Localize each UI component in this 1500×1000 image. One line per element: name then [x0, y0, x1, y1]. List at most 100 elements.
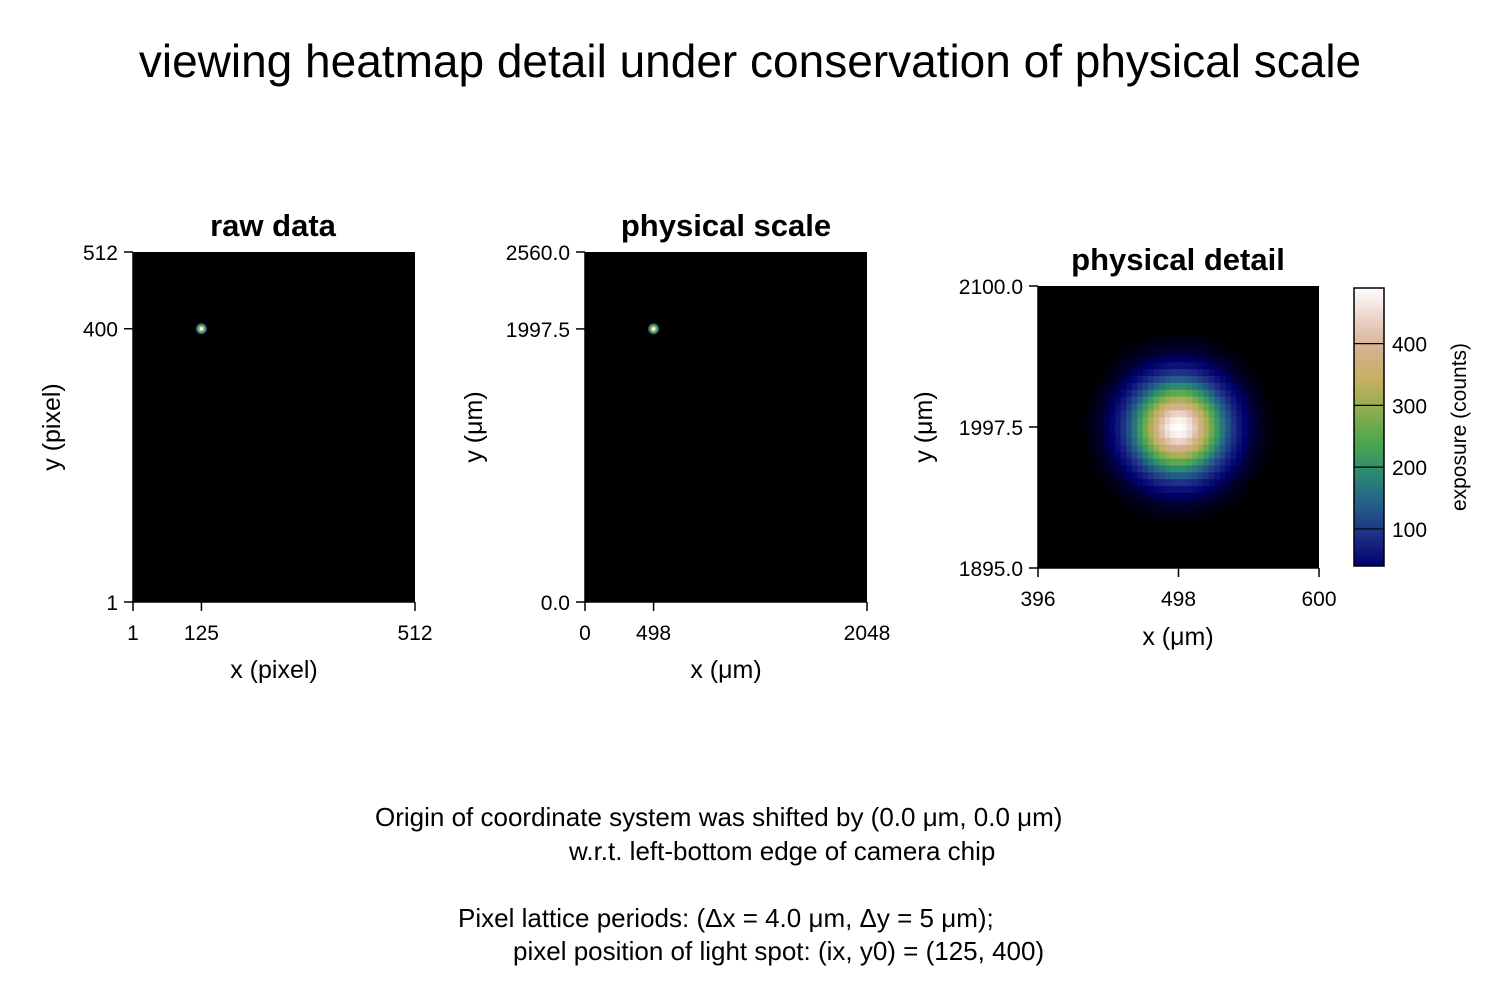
figure-title: viewing heatmap detail under conservatio…: [138, 35, 1362, 87]
heatmap-cell: [1093, 423, 1100, 432]
heatmap-cell: [1192, 409, 1199, 418]
heatmap-cell: [1197, 457, 1204, 466]
heatmap-cell: [1131, 464, 1138, 473]
heatmap-cell: [1170, 375, 1177, 383]
heatmap-cell: [1126, 354, 1133, 363]
heatmap-cell: [1208, 430, 1215, 438]
heatmap-cell: [1186, 471, 1193, 480]
heatmap-cell: [1230, 478, 1237, 487]
heatmap-cell: [1219, 478, 1226, 487]
heatmap-cell: [1104, 423, 1111, 432]
heatmap-cell: [1142, 341, 1149, 349]
heatmap-cell: [1258, 396, 1265, 404]
heatmap-cell: [1142, 444, 1149, 452]
heatmap-cell: [1153, 444, 1160, 452]
heatmap-cell: [1252, 437, 1259, 445]
heatmap-cell: [1153, 368, 1160, 377]
heatmap-cell: [1186, 512, 1193, 521]
heatmap-cell: [1175, 396, 1182, 404]
heatmap-cell: [1197, 437, 1204, 445]
heatmap-cell: [1175, 341, 1182, 349]
heatmap-cell: [1192, 451, 1199, 459]
heatmap-cell: [1098, 402, 1105, 411]
heatmap-cell: [1203, 499, 1210, 507]
heatmap-cell: [1120, 471, 1127, 480]
heatmap-cell: [1181, 416, 1188, 425]
heatmap-cell: [1159, 464, 1166, 473]
heatmap-cell: [1131, 341, 1138, 349]
heatmap-cell: [1115, 485, 1122, 493]
heatmap-cell: [1192, 368, 1199, 377]
heatmap-cell: [1170, 471, 1177, 480]
heatmap-cell: [1104, 368, 1111, 377]
heatmap-cell: [1197, 409, 1204, 418]
heatmap-cell: [1192, 499, 1199, 507]
heatmap-cell: [1225, 361, 1232, 370]
heatmap-cell: [1219, 437, 1226, 445]
heatmap-cell: [1104, 444, 1111, 452]
heatmap-cell: [1170, 409, 1177, 418]
heatmap-cell: [1197, 396, 1204, 404]
heatmap-cell: [1170, 437, 1177, 445]
heatmap-cell: [1175, 478, 1182, 487]
heatmap-cell: [1236, 375, 1243, 383]
heatmap-cell: [1219, 430, 1226, 438]
heatmap-cell: [1126, 375, 1133, 383]
heatmap-cell: [1148, 430, 1155, 438]
heatmap-cell: [1087, 423, 1094, 432]
heatmap-cell: [1208, 382, 1215, 390]
heatmap-cell: [1258, 416, 1265, 425]
heatmap-cell: [1120, 478, 1127, 487]
heatmap-cell: [1175, 451, 1182, 459]
heatmap-cell: [1186, 389, 1193, 397]
heatmap-cell: [1142, 396, 1149, 404]
heatmap-cell: [1164, 444, 1171, 452]
heatmap-cell: [1214, 499, 1221, 507]
heatmap-cell: [1203, 451, 1210, 459]
heatmap-cell: [1131, 375, 1138, 383]
heatmap-cell: [1225, 457, 1232, 466]
heatmap-cell: [1087, 430, 1094, 438]
heatmap-cell: [1192, 396, 1199, 404]
heatmap-cell: [1120, 451, 1127, 459]
heatmap-cell: [1131, 499, 1138, 507]
heatmap-cell: [1148, 444, 1155, 452]
heatmap-cell: [1219, 402, 1226, 411]
heatmap-cell: [1192, 471, 1199, 480]
heatmap-cell: [1219, 341, 1226, 349]
heatmap-cell: [1252, 451, 1259, 459]
heatmap-cell: [1181, 402, 1188, 411]
heatmap-cell: [1208, 437, 1215, 445]
heatmap-cell: [1104, 478, 1111, 487]
heatmap-cell: [1241, 457, 1248, 466]
heatmap-cell: [1164, 382, 1171, 390]
heatmap-cell: [1148, 423, 1155, 432]
heatmap-cell: [1219, 368, 1226, 377]
heatmap-cell: [1153, 499, 1160, 507]
heatmap-cell: [1208, 471, 1215, 480]
colorbar-tick-label: 200: [1392, 457, 1427, 480]
heatmap-cell: [1197, 499, 1204, 507]
heatmap-cell: [1104, 430, 1111, 438]
heatmap-cell: [1093, 409, 1100, 418]
heatmap-cell: [1153, 451, 1160, 459]
heatmap-cell: [1247, 389, 1254, 397]
heatmap-cell: [1192, 485, 1199, 493]
heatmap-cell: [1230, 451, 1237, 459]
heatmap-cell: [1137, 361, 1144, 370]
heatmap-cell: [1126, 368, 1133, 377]
heatmap-cell: [1153, 423, 1160, 432]
heatmap-cell: [1219, 409, 1226, 418]
heatmap-cell: [1203, 512, 1210, 521]
heatmap-cell: [1214, 354, 1221, 363]
heatmap-cell: [1236, 389, 1243, 397]
heatmap-cell: [1082, 416, 1089, 425]
heatmap-cell: [1164, 437, 1171, 445]
heatmap-cell: [1230, 416, 1237, 425]
heatmap-cell: [1241, 389, 1248, 397]
heatmap-cell: [1164, 478, 1171, 487]
heatmap-cell: [1236, 382, 1243, 390]
heatmap-cell: [1186, 492, 1193, 500]
heatmap-cell: [1115, 492, 1122, 500]
heatmap-cell: [1208, 409, 1215, 418]
